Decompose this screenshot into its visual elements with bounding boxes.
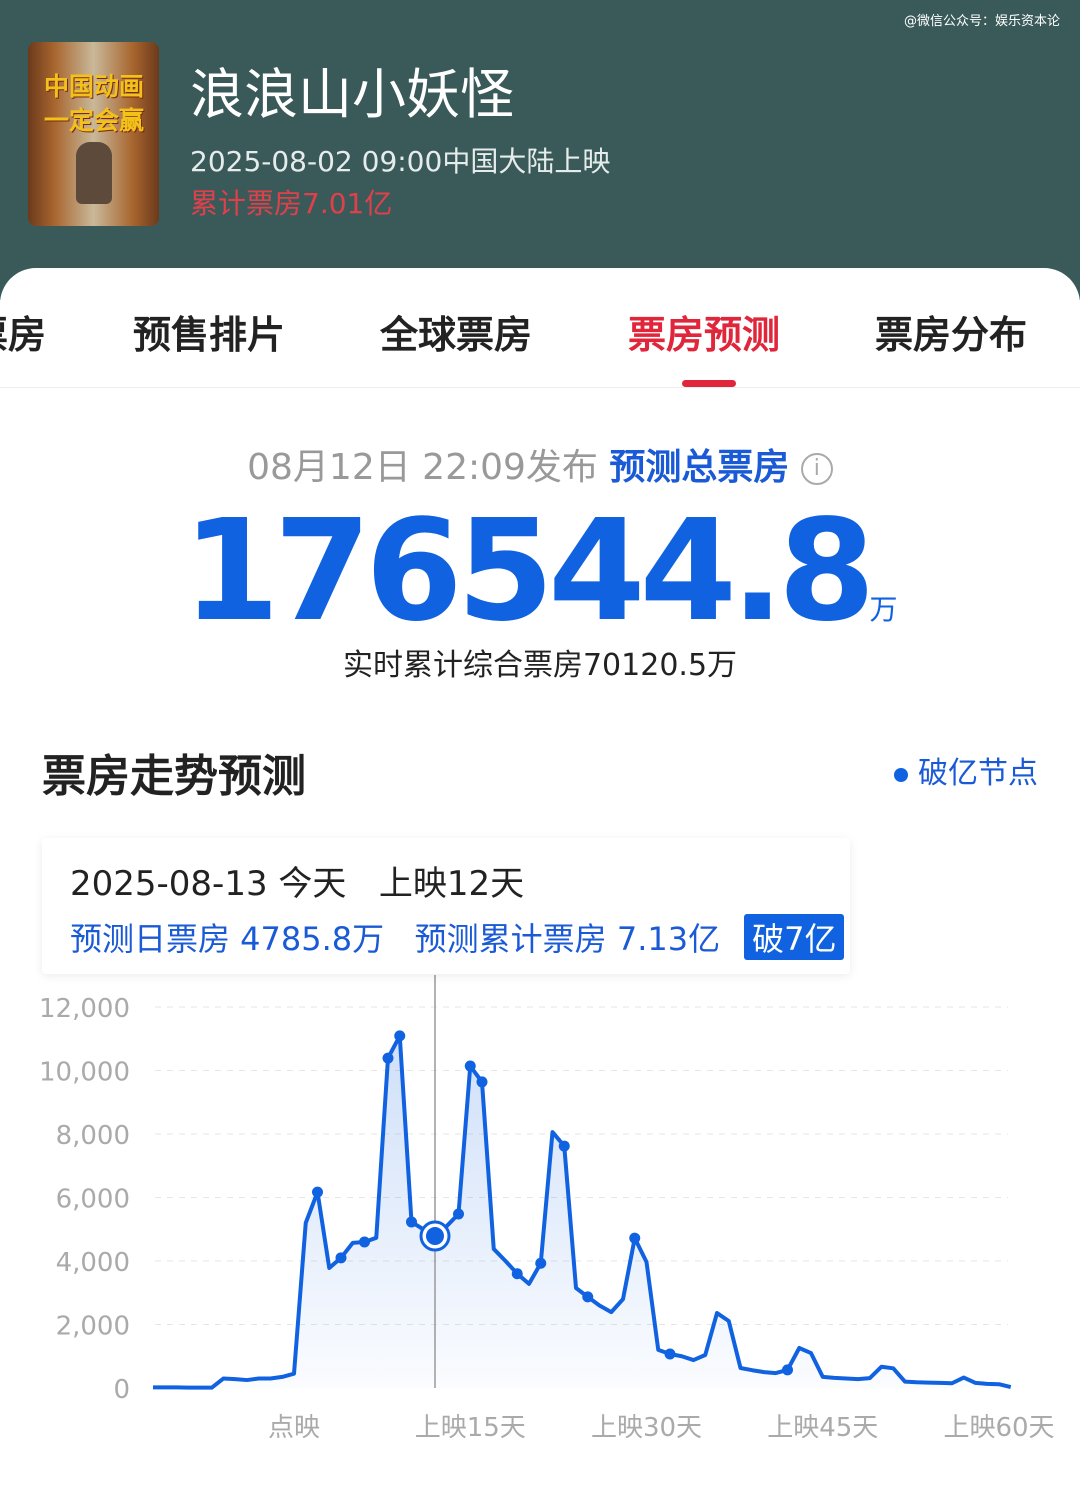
milestone-point <box>453 1208 464 1220</box>
tooltip-today: 今天 <box>278 864 347 904</box>
poster-character <box>76 142 112 204</box>
milestone-point <box>558 1140 570 1152</box>
active-tab-indicator <box>682 380 736 387</box>
milestone-point <box>782 1364 793 1376</box>
legend-label: 破亿节点 <box>918 756 1038 791</box>
tab-bar: 票房 预售排片 全球票房 票房预测 票房分布 <box>0 268 1080 388</box>
tab-distribution[interactable]: 票房分布 <box>875 313 1028 357</box>
tooltip-date: 2025-08-13 <box>70 864 268 904</box>
info-icon[interactable]: i <box>800 453 833 485</box>
chart-tooltip: 2025-08-13 今天 上映12天 预测日票房 4785.8万 预测累计票房… <box>42 838 850 974</box>
y-tick-label: 12,000 <box>39 994 130 1024</box>
movie-header: @微信公众号：娱乐资本论 中国动画一定会赢 浪浪山小妖怪 2025-08-02 … <box>0 0 1080 300</box>
milestone-point <box>582 1291 594 1303</box>
watermark: @微信公众号：娱乐资本论 <box>903 14 1060 29</box>
forecast-total-value: 176544.8 <box>182 490 875 653</box>
x-tick-label: 点映 <box>268 1413 320 1443</box>
milestone-badge: 破7亿 <box>744 914 845 960</box>
tab-presale[interactable]: 预售排片 <box>133 313 286 357</box>
x-tick-label: 上映45天 <box>767 1413 878 1443</box>
movie-poster[interactable]: 中国动画一定会赢 <box>28 42 159 226</box>
milestone-point <box>406 1216 417 1228</box>
forecast-publish-line: 08月12日 22:09发布 预测总票房 i <box>0 438 1080 490</box>
milestone-point <box>476 1076 488 1088</box>
y-tick-label: 6,000 <box>56 1185 130 1215</box>
movie-title: 浪浪山小妖怪 <box>190 63 514 126</box>
milestone-point <box>535 1257 547 1269</box>
tooltip-day: 上映12天 <box>378 864 525 904</box>
x-tick-label: 上映60天 <box>943 1413 1054 1443</box>
cumulative-gross: 累计票房7.01亿 <box>190 187 393 220</box>
poster-lettering: 中国动画一定会赢 <box>43 72 144 135</box>
milestone-point <box>664 1348 676 1360</box>
y-tick-label: 4,000 <box>56 1248 130 1278</box>
publish-time: 08月12日 22:09发布 <box>247 447 598 488</box>
x-tick-label: 上映15天 <box>415 1413 526 1443</box>
y-tick-label: 2,000 <box>56 1312 130 1342</box>
tab-forecast[interactable]: 票房预测 <box>628 313 781 357</box>
tab-box-office[interactable]: 票房 <box>0 313 47 357</box>
milestone-point <box>382 1052 394 1064</box>
y-tick-label: 10,000 <box>39 1058 130 1088</box>
forecast-total-label: 预测总票房 <box>609 447 790 488</box>
y-tick-label: 0 <box>113 1375 130 1405</box>
tab-global[interactable]: 全球票房 <box>380 313 533 357</box>
x-tick-label: 上映30天 <box>591 1413 702 1443</box>
area-fill <box>153 1035 1011 1388</box>
milestone-point <box>629 1232 641 1244</box>
milestone-point <box>359 1236 370 1248</box>
forecast-total: 176544.8万 <box>0 490 1080 653</box>
legend-dot-icon <box>894 767 908 782</box>
selected-point <box>426 1227 444 1246</box>
milestone-point <box>394 1030 406 1042</box>
milestone-point <box>511 1268 523 1280</box>
realtime-gross: 实时累计综合票房70120.5万 <box>342 648 738 683</box>
tooltip-daily: 预测日票房 4785.8万 <box>70 920 385 958</box>
y-tick-label: 8,000 <box>56 1121 130 1151</box>
forecast-total-unit: 万 <box>869 593 898 626</box>
milestone-point <box>335 1252 347 1264</box>
legend-milestone[interactable]: 破亿节点 <box>894 748 1038 792</box>
milestone-point <box>312 1186 323 1198</box>
milestone-point <box>464 1060 476 1072</box>
tooltip-cumulative: 预测累计票房 7.13亿 <box>414 920 721 958</box>
release-info: 2025-08-02 09:00中国大陆上映 <box>190 145 611 178</box>
trend-title: 票房走势预测 <box>42 751 306 802</box>
series-line <box>153 1033 1012 1390</box>
